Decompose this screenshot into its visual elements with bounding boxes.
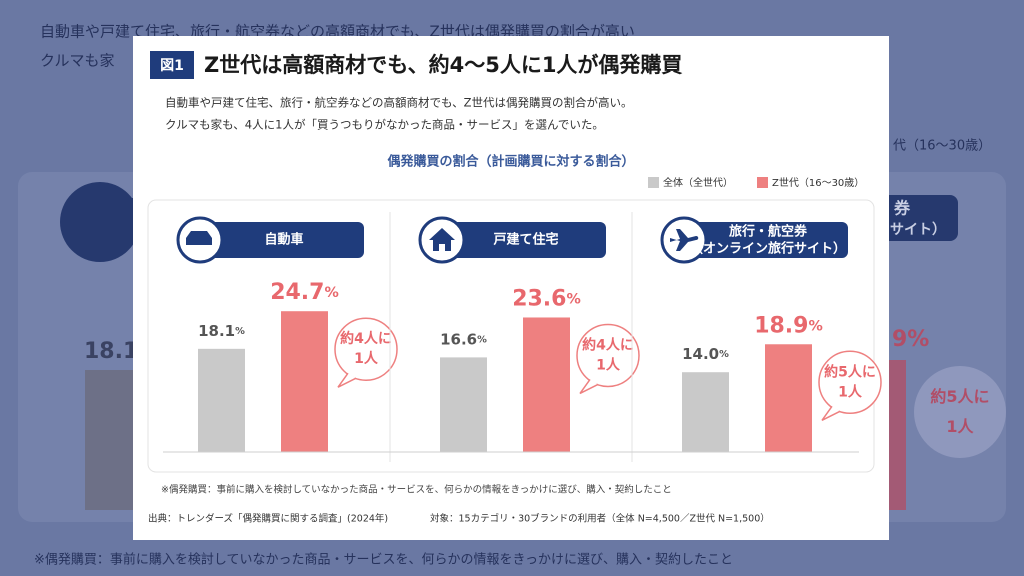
category-label: 旅行・航空券（オンライン旅行サイト）: [690, 223, 846, 256]
bg-text: 代（16〜30歳）: [893, 139, 991, 154]
bar: [198, 348, 245, 452]
figure-label-box: [150, 51, 194, 79]
category-pill: [434, 222, 606, 258]
bar: [682, 372, 729, 452]
target: 対象：15カテゴリ・30ブランドの利用者（全体 N=4,500／Z世代 N=1,…: [430, 513, 770, 525]
bar: [523, 317, 570, 452]
chart-title: 偶発購買の割合（計画購買に対する割合）: [387, 154, 634, 170]
category-label: 自動車: [264, 232, 303, 248]
value-label: 24.7%: [270, 280, 339, 305]
icon-plane: [670, 229, 699, 251]
callout-tail: [579, 379, 599, 395]
callout-bubble: [576, 323, 640, 388]
callout-tail: [821, 405, 841, 421]
figure-label: 図1: [160, 58, 184, 74]
callout-tail: [337, 372, 357, 388]
legend-label: Z世代（16〜30歳）: [772, 177, 864, 189]
description: 自動車や戸建て住宅、旅行・航空券などの高額商材でも、Z世代は偶発購買の割合が高い…: [165, 96, 633, 110]
callout-text: 約4人に 1人: [340, 330, 392, 367]
callout-text: 約5人に 1人: [824, 363, 876, 400]
source: 出典：トレンダーズ「偶発購買に関する調査」(2024年): [148, 513, 388, 525]
bg-text: クルマも家: [40, 52, 115, 70]
bg-value: 9%: [892, 327, 929, 352]
value-label: 16.6%: [440, 330, 487, 348]
legend-label: 全体（全世代）: [663, 176, 733, 189]
category-label: 戸建て住宅: [493, 232, 558, 248]
value-label: 18.9%: [754, 313, 823, 338]
icon-car: [186, 231, 212, 245]
bar: [440, 357, 487, 452]
bg-value: 18.1: [84, 339, 138, 364]
note: ※偶発購買：事前に購入を検討していなかった商品・サービスを、何らかの情報をきっか…: [161, 484, 672, 496]
value-label: 18.1%: [198, 321, 245, 339]
description: クルマも家も、4人に1人が「買うつもりがなかった商品・サービス」を選んでいた。: [165, 118, 604, 132]
bg-text: 券: [893, 199, 911, 218]
value-label: 23.6%: [512, 286, 581, 311]
legend-swatch: [648, 177, 659, 188]
category-pill: [676, 222, 848, 258]
callout-bubble: [818, 350, 882, 415]
bg-text: サイト）: [890, 222, 946, 238]
bg-callout: [914, 366, 1006, 458]
icon-house: [429, 228, 455, 251]
bg-callout-text: 約5人に 1人: [930, 387, 989, 436]
bg-bar: [85, 370, 135, 510]
category-pill: [192, 222, 364, 258]
callout-text: 約4人に 1人: [582, 336, 634, 373]
bar: [765, 344, 812, 452]
bar: [281, 311, 328, 452]
callout-bubble: [334, 317, 398, 381]
legend-swatch: [757, 177, 768, 188]
figure-title: Z世代は高額商材でも、約4〜5人に1人が偶発購買: [204, 53, 682, 77]
value-label: 14.0%: [682, 345, 729, 363]
bg-footnote: ※偶発購買：事前に購入を検討していなかった商品・サービスを、何らかの情報をきっか…: [34, 552, 733, 568]
